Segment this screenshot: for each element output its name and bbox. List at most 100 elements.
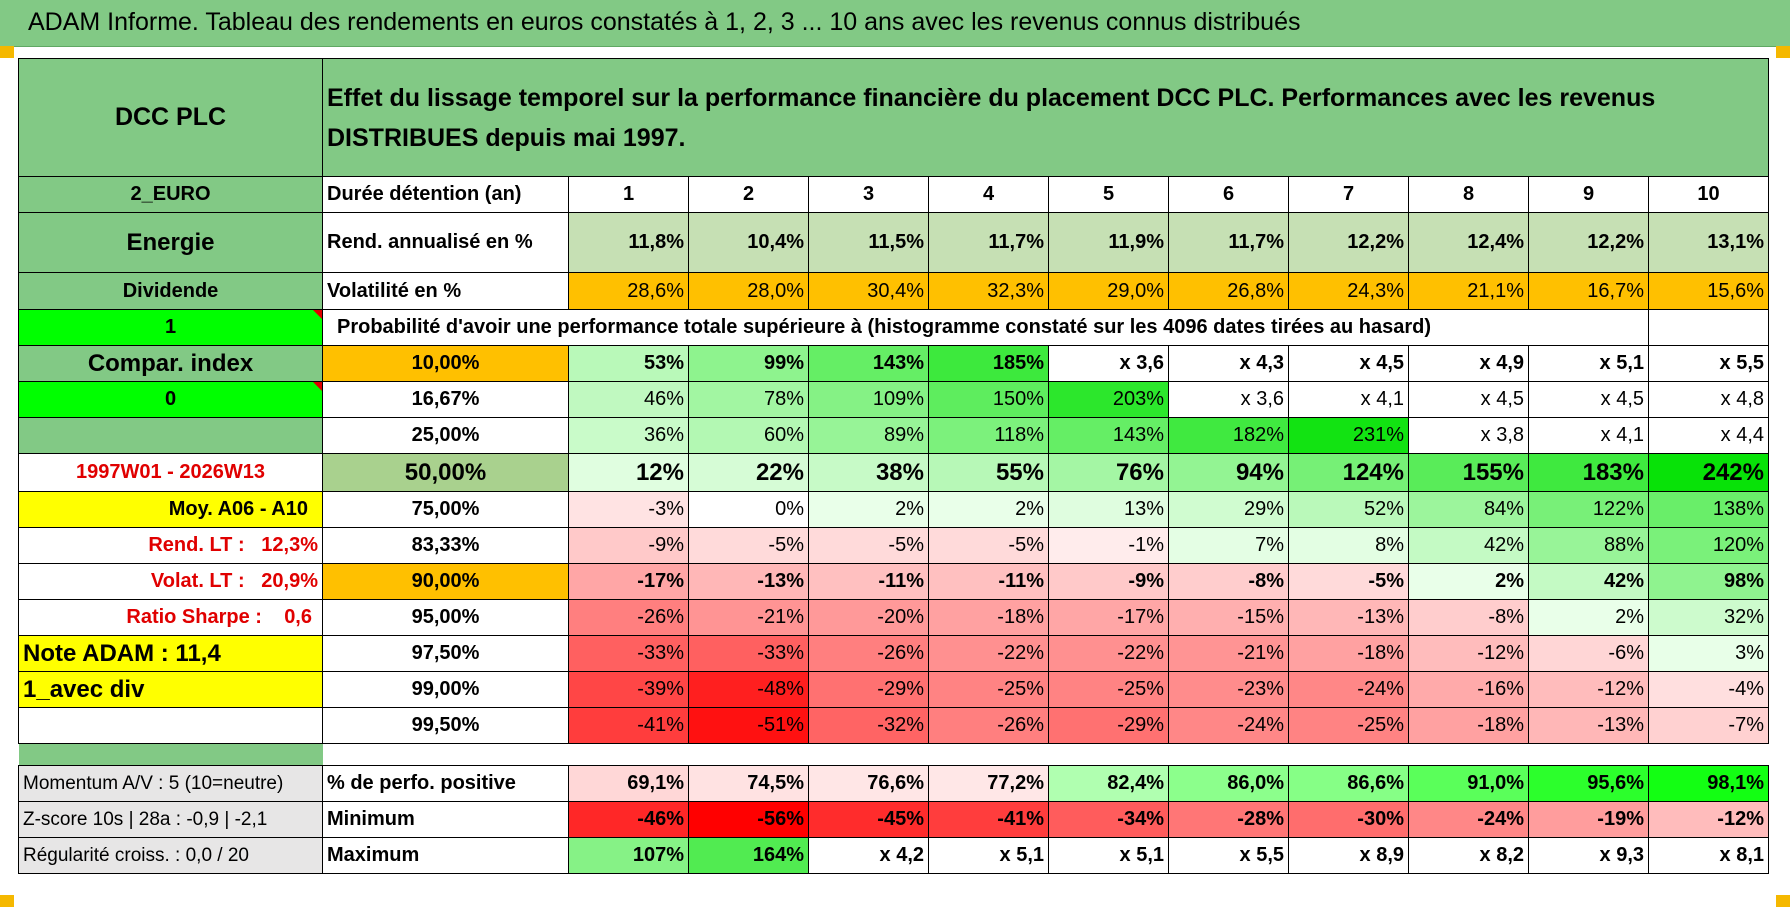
quantile-value-cell: x 4,9: [1408, 345, 1529, 382]
quantile-value-cell: -13%: [1288, 599, 1409, 636]
max-cell: 164%: [688, 837, 809, 874]
quantile-label: 95,00%: [322, 599, 569, 636]
vol-cell: 29,0%: [1048, 272, 1169, 310]
vol-cell: 21,1%: [1408, 272, 1529, 310]
quantile-label: 97,50%: [322, 635, 569, 672]
sector-label: Energie: [18, 212, 323, 273]
pos-cell: 86,0%: [1168, 765, 1289, 802]
quantile-value-cell: 94%: [1168, 453, 1289, 492]
quantile-value-cell: -26%: [928, 707, 1049, 744]
pos-cell: 82,4%: [1048, 765, 1169, 802]
quantile-value-cell: -26%: [808, 635, 929, 672]
pos-cell: 98,1%: [1648, 765, 1769, 802]
rend-cell: 10,4%: [688, 212, 809, 273]
quantile-label: 50,00%: [322, 453, 569, 492]
min-cell: -56%: [688, 801, 809, 838]
quantile-value-cell: -32%: [808, 707, 929, 744]
vol-cell: 15,6%: [1648, 272, 1769, 310]
green-spacer: [18, 417, 323, 454]
rend-label: Rend. annualisé en %: [322, 212, 569, 273]
quantile-value-cell: -6%: [1528, 635, 1649, 672]
year-cell: 9: [1528, 176, 1649, 213]
quantile-value-cell: -25%: [1288, 707, 1409, 744]
min-label: Minimum: [322, 801, 569, 838]
quantile-value-cell: 60%: [688, 417, 809, 454]
vol-cell: 32,3%: [928, 272, 1049, 310]
vol-cell: 26,8%: [1168, 272, 1289, 310]
quantile-value-cell: 143%: [808, 345, 929, 382]
quantile-value-cell: 78%: [688, 381, 809, 418]
quantile-value-cell: 185%: [928, 345, 1049, 382]
min-cell: -28%: [1168, 801, 1289, 838]
quantile-value-cell: -41%: [568, 707, 689, 744]
quantile-value-cell: 109%: [808, 381, 929, 418]
vol-cell: 28,0%: [688, 272, 809, 310]
flag-1: 1: [18, 309, 323, 346]
sharpe: Ratio Sharpe : 0,6: [18, 599, 323, 636]
min-cell: -19%: [1528, 801, 1649, 838]
quantile-value-cell: x 3,6: [1048, 345, 1169, 382]
rend-cell: 13,1%: [1648, 212, 1769, 273]
max-cell: x 8,1: [1648, 837, 1769, 874]
quantile-value-cell: 231%: [1288, 417, 1409, 454]
quantile-value-cell: 32%: [1648, 599, 1769, 636]
vol-cell: 24,3%: [1288, 272, 1409, 310]
pos-cell: 76,6%: [808, 765, 929, 802]
quantile-value-cell: -23%: [1168, 671, 1289, 708]
year-cell: 10: [1648, 176, 1769, 213]
quantile-value-cell: x 3,8: [1408, 417, 1529, 454]
quantile-value-cell: -16%: [1408, 671, 1529, 708]
year-cell: 4: [928, 176, 1049, 213]
quantile-value-cell: x 4,4: [1648, 417, 1769, 454]
max-cell: x 5,1: [928, 837, 1049, 874]
quantile-value-cell: x 4,1: [1288, 381, 1409, 418]
quantile-value-cell: -20%: [808, 599, 929, 636]
quantile-value-cell: 0%: [688, 491, 809, 528]
quantile-value-cell: 182%: [1168, 417, 1289, 454]
corner-marker-tl: [0, 46, 14, 58]
quantile-value-cell: -11%: [928, 563, 1049, 600]
type-label: Dividende: [18, 272, 323, 310]
quantile-value-cell: 138%: [1648, 491, 1769, 528]
quantile-value-cell: x 5,1: [1528, 345, 1649, 382]
quantile-value-cell: 55%: [928, 453, 1049, 492]
quantile-label: 25,00%: [322, 417, 569, 454]
min-cell: -46%: [568, 801, 689, 838]
quantile-value-cell: 46%: [568, 381, 689, 418]
vol-cell: 28,6%: [568, 272, 689, 310]
quantile-value-cell: -4%: [1648, 671, 1769, 708]
volat-lt: Volat. LT : 20,9%: [18, 563, 323, 600]
volat-lt-value: 20,9%: [261, 570, 318, 592]
year-cell: 8: [1408, 176, 1529, 213]
quantile-value-cell: -15%: [1168, 599, 1289, 636]
quantile-value-cell: 38%: [808, 453, 929, 492]
quantile-value-cell: 42%: [1528, 563, 1649, 600]
quantile-value-cell: -33%: [688, 635, 809, 672]
quantile-value-cell: x 4,8: [1648, 381, 1769, 418]
rend-lt: Rend. LT : 12,3%: [18, 527, 323, 564]
min-cell: -24%: [1408, 801, 1529, 838]
quantile-value-cell: 29%: [1168, 491, 1289, 528]
quantile-value-cell: -25%: [1048, 671, 1169, 708]
quantile-value-cell: 84%: [1408, 491, 1529, 528]
max-cell: x 5,5: [1168, 837, 1289, 874]
quantile-value-cell: 76%: [1048, 453, 1169, 492]
sharpe-value: 0,6: [284, 606, 312, 628]
currency-label: 2_EURO: [18, 176, 323, 213]
quantile-value-cell: 98%: [1648, 563, 1769, 600]
quantile-value-cell: -22%: [1048, 635, 1169, 672]
pos-cell: 95,6%: [1528, 765, 1649, 802]
rend-cell: 11,7%: [1168, 212, 1289, 273]
quantile-value-cell: 150%: [928, 381, 1049, 418]
quantile-value-cell: x 4,5: [1408, 381, 1529, 418]
pos-cell: 86,6%: [1288, 765, 1409, 802]
quantile-value-cell: -18%: [1288, 635, 1409, 672]
quantile-value-cell: 183%: [1528, 453, 1649, 492]
quantile-value-cell: 53%: [568, 345, 689, 382]
compar-label: Compar. index: [18, 345, 323, 382]
corner-marker-tr: [1776, 46, 1790, 58]
quantile-value-cell: -29%: [808, 671, 929, 708]
sharpe-label: Ratio Sharpe :: [126, 606, 262, 628]
quantile-value-cell: -51%: [688, 707, 809, 744]
rend-cell: 12,2%: [1288, 212, 1409, 273]
